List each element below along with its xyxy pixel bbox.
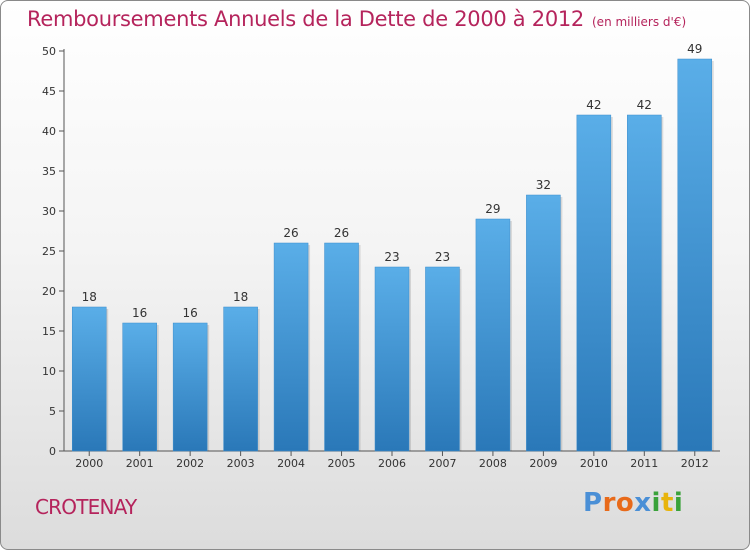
bar-2003	[223, 306, 258, 452]
logo-letter: i	[673, 488, 684, 518]
logo-letter: o	[615, 488, 635, 518]
value-label-2007: 23	[435, 250, 450, 264]
y-tick-label: 45	[42, 85, 56, 98]
y-tick-label: 25	[42, 245, 56, 258]
value-label-2004: 26	[283, 226, 298, 240]
title-unit: (en milliers d'€)	[592, 15, 687, 29]
bar-2011	[627, 114, 662, 452]
x-tick-label-2007: 2007	[428, 457, 456, 470]
logo-letter: t	[660, 488, 674, 518]
value-label-2005: 26	[334, 226, 349, 240]
bar-2002	[172, 322, 208, 452]
bar-2012	[677, 58, 713, 452]
value-label-2011: 42	[637, 98, 652, 112]
bar-2000	[71, 306, 107, 452]
value-label-2002: 16	[183, 306, 198, 320]
y-tick-label: 40	[42, 125, 56, 138]
x-tick-label-2003: 2003	[227, 457, 255, 470]
value-label-2006: 23	[384, 250, 399, 264]
value-label-2010: 42	[586, 98, 601, 112]
y-tick-label: 30	[42, 205, 56, 218]
bar-2004	[273, 242, 309, 452]
x-tick-label-2008: 2008	[479, 457, 507, 470]
x-tick-label-2005: 2005	[328, 457, 356, 470]
x-tick-label-2006: 2006	[378, 457, 406, 470]
bar-2006	[374, 266, 410, 452]
y-tick-label: 50	[42, 45, 56, 58]
bar-2009	[526, 194, 561, 452]
bar-2010	[576, 114, 612, 452]
logo-letter: x	[634, 488, 652, 518]
y-tick-label: 5	[49, 405, 56, 418]
chart-title: Remboursements Annuels de la Dette de 20…	[27, 7, 686, 31]
bar-2001	[122, 322, 157, 452]
y-tick-label: 10	[42, 365, 56, 378]
y-tick-label: 35	[42, 165, 56, 178]
logo-letter: r	[602, 488, 616, 518]
value-label-2008: 29	[485, 202, 500, 216]
value-label-2001: 16	[132, 306, 147, 320]
bar-2008	[475, 218, 511, 452]
x-tick-label-2000: 2000	[75, 457, 103, 470]
title-text: Remboursements Annuels de la Dette de 20…	[27, 7, 584, 31]
value-label-2012: 49	[687, 42, 702, 56]
value-label-2000: 18	[82, 290, 97, 304]
x-tick-label-2001: 2001	[126, 457, 154, 470]
value-label-2003: 18	[233, 290, 248, 304]
x-tick-label-2004: 2004	[277, 457, 305, 470]
logo-letter: P	[583, 488, 603, 518]
place-name: CROTENAY	[35, 495, 137, 519]
x-tick-label-2010: 2010	[580, 457, 608, 470]
bar-2007	[425, 266, 460, 452]
y-tick-label: 15	[42, 325, 56, 338]
proxiti-logo: Proxiti	[583, 488, 683, 518]
x-tick-label-2002: 2002	[176, 457, 204, 470]
value-label-2009: 32	[536, 178, 551, 192]
y-tick-label: 0	[49, 445, 56, 458]
bar-2005	[324, 242, 359, 452]
chart-bars	[71, 58, 714, 452]
x-tick-label-2011: 2011	[630, 457, 658, 470]
x-tick-label-2009: 2009	[529, 457, 557, 470]
y-tick-label: 20	[42, 285, 56, 298]
x-tick-label-2012: 2012	[681, 457, 709, 470]
chart-labels: 18 2000 16 2001 16 2002 18 2003 26 2004 26 2005 23 20…	[75, 42, 709, 470]
logo-letter: i	[651, 488, 661, 518]
